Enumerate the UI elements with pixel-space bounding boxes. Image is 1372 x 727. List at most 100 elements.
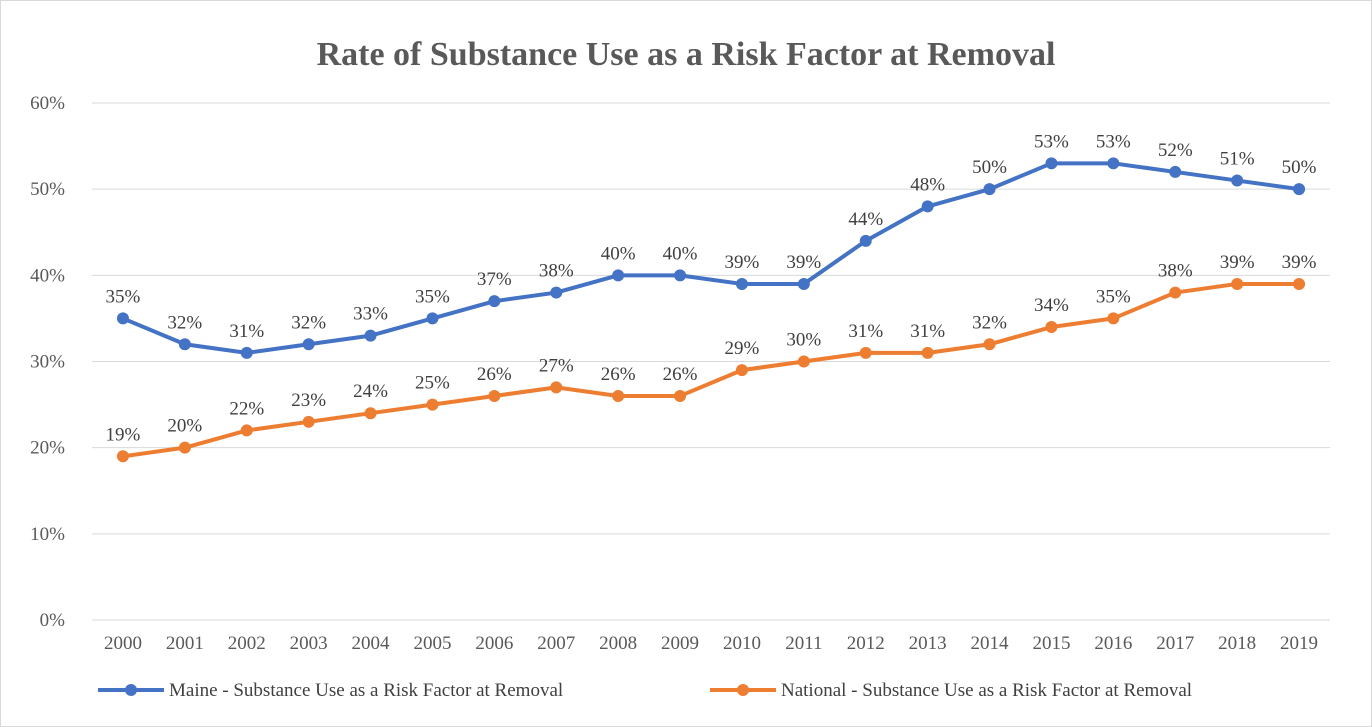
data-point (674, 389, 687, 402)
x-tick-label: 2009 (661, 633, 699, 654)
data-label: 26% (477, 364, 512, 385)
x-tick-label: 2011 (785, 633, 822, 654)
x-tick-label: 2003 (290, 633, 328, 654)
data-point (178, 338, 191, 351)
data-label: 24% (353, 381, 388, 402)
chart-title: Rate of Substance Use as a Risk Factor a… (317, 36, 1056, 73)
legend-label: National - Substance Use as a Risk Facto… (781, 680, 1192, 701)
data-point (302, 415, 315, 428)
legend-label: Maine - Substance Use as a Risk Factor a… (169, 680, 563, 701)
data-point (550, 286, 563, 299)
data-label: 53% (1034, 131, 1069, 152)
data-label: 39% (1282, 252, 1317, 273)
data-label: 31% (229, 321, 264, 342)
data-label: 31% (910, 321, 945, 342)
data-point (1231, 277, 1244, 290)
data-point (1107, 157, 1120, 170)
x-tick-label: 2007 (537, 633, 575, 654)
x-tick-label: 2001 (166, 633, 204, 654)
data-point (859, 346, 872, 359)
x-tick-label: 2019 (1280, 633, 1318, 654)
x-tick-label: 2013 (909, 633, 947, 654)
gridlines (92, 102, 1330, 621)
data-label: 38% (539, 261, 574, 282)
data-point (983, 338, 996, 351)
data-label: 30% (786, 330, 821, 351)
data-point (983, 183, 996, 196)
data-label: 31% (848, 321, 883, 342)
x-tick-label: 2014 (971, 633, 1010, 654)
data-point (1107, 312, 1120, 325)
y-tick-label: 50% (30, 179, 65, 200)
series-national: 19% 20% 22% 23% 24% 25% 26% 27% 26% 26% 29% 30% 31% 3… (106, 252, 1317, 463)
y-tick-label: 0% (40, 610, 66, 631)
x-tick-label: 2005 (413, 633, 451, 654)
y-tick-label: 60% (30, 93, 65, 114)
data-point (797, 277, 810, 290)
data-label: 50% (972, 157, 1007, 178)
legend-marker (737, 684, 749, 696)
data-point (240, 424, 253, 437)
data-point (426, 398, 439, 411)
data-label: 19% (106, 424, 141, 445)
data-label: 53% (1096, 131, 1131, 152)
x-tick-label: 2010 (723, 633, 761, 654)
x-tick-label: 2017 (1156, 633, 1194, 654)
data-label: 39% (1220, 252, 1255, 273)
data-label: 34% (1034, 295, 1069, 316)
data-point (1293, 277, 1306, 290)
data-point (1045, 157, 1058, 170)
data-label: 23% (291, 390, 326, 411)
data-label: 32% (972, 312, 1007, 333)
data-label: 32% (291, 312, 326, 333)
data-label: 25% (415, 373, 450, 394)
data-point (797, 355, 810, 368)
x-tick-label: 2006 (475, 633, 513, 654)
data-label: 35% (415, 286, 450, 307)
data-label: 51% (1220, 149, 1255, 170)
data-point (1169, 286, 1182, 299)
y-tick-label: 20% (30, 438, 65, 459)
data-label: 33% (353, 304, 388, 325)
y-tick-label: 30% (30, 352, 65, 373)
data-point (488, 389, 501, 402)
data-point (240, 346, 253, 359)
y-axis: 0% 10% 20% 30% 40% 50% 60% (30, 93, 65, 631)
data-point (1231, 174, 1244, 187)
data-point (488, 295, 501, 308)
data-label: 26% (663, 364, 698, 385)
data-point (921, 200, 934, 213)
data-point (550, 381, 563, 394)
data-point (116, 450, 129, 463)
series-maine: 35% 32% 31% 32% 33% 35% 37% 38% 40% 40% 39% 39% 44% 4… (106, 131, 1317, 359)
series-line (122, 161, 1300, 355)
data-point (364, 407, 377, 420)
data-label: 32% (167, 312, 202, 333)
series-area: 35% 32% 31% 32% 33% 35% 37% 38% 40% 40% 39% 39% 44% 4… (106, 131, 1317, 463)
x-axis: 2000 2001 2002 2003 2004 2005 2006 2007 2008 2009… (104, 633, 1318, 654)
data-label: 50% (1282, 157, 1317, 178)
data-point (302, 338, 315, 351)
x-tick-label: 2018 (1218, 633, 1256, 654)
legend: Maine - Substance Use as a Risk Factor a… (98, 680, 1192, 701)
data-label: 39% (786, 252, 821, 273)
data-label: 38% (1158, 261, 1193, 282)
data-label: 27% (539, 355, 574, 376)
data-label: 48% (910, 174, 945, 195)
data-point (116, 312, 129, 325)
data-label: 20% (167, 416, 202, 437)
data-point (859, 234, 872, 247)
data-point (921, 346, 934, 359)
data-label: 40% (663, 243, 698, 264)
y-tick-label: 40% (30, 265, 65, 286)
data-label: 37% (477, 269, 512, 290)
data-point (674, 269, 687, 282)
data-point (1045, 321, 1058, 334)
data-label: 29% (725, 338, 760, 359)
x-tick-label: 2000 (104, 633, 142, 654)
legend-item-maine: Maine - Substance Use as a Risk Factor a… (98, 680, 563, 701)
x-tick-label: 2016 (1094, 633, 1132, 654)
x-tick-label: 2002 (228, 633, 266, 654)
